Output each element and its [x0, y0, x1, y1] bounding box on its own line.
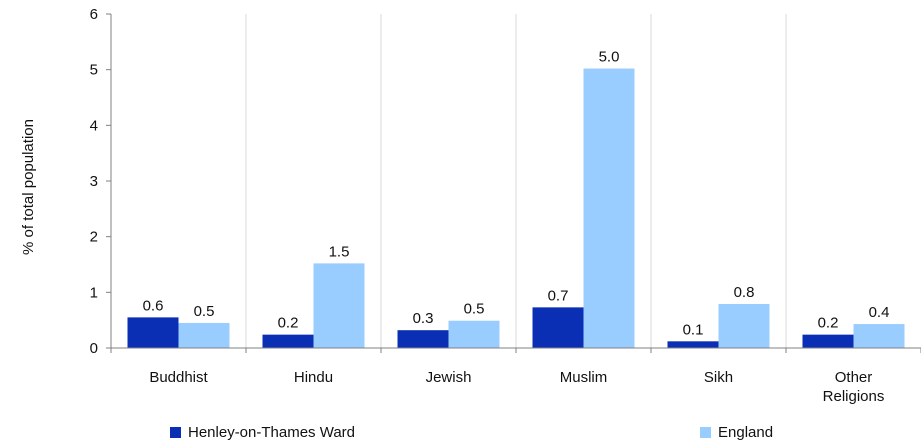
- bar-s1-1: [313, 263, 365, 348]
- category-label-0: Buddhist: [149, 369, 208, 386]
- category-label-4: Sikh: [704, 369, 733, 386]
- y-tick-label-6: 6: [90, 6, 98, 23]
- category-label-5-line-1: Religions: [823, 388, 885, 405]
- data-labels: 0.6 0.2 0.3 0.7 0.1 0.2 0.5 1.5 0.5 5.0 0.8 0.4: [143, 49, 890, 339]
- data-label-s0-3: 0.7: [548, 287, 569, 304]
- data-label-s0-5: 0.2: [818, 315, 839, 332]
- data-label-s0-1: 0.2: [278, 315, 299, 332]
- bar-s0-5: [802, 334, 854, 348]
- bar-s0-0: [127, 317, 179, 348]
- data-label-s1-0: 0.5: [194, 303, 215, 320]
- y-tick-label-5: 5: [90, 62, 98, 79]
- data-label-s1-5: 0.4: [869, 304, 890, 321]
- data-label-s0-2: 0.3: [413, 310, 434, 327]
- data-label-s1-4: 0.8: [734, 284, 755, 301]
- bar-s0-1: [262, 334, 314, 348]
- bar-s0-4: [667, 341, 719, 348]
- legend-label-henley: Henley-on-Thames Ward: [188, 424, 355, 441]
- category-label-1: Hindu: [294, 369, 333, 386]
- bar-chart: 0 1 2 3 4 5 6 Buddhist Hindu Jewish Muslim Sikh Oth…: [20, 6, 921, 405]
- y-tick-label-4: 4: [90, 117, 98, 134]
- y-tick-label-0: 0: [90, 340, 98, 357]
- y-tick-label-3: 3: [90, 173, 98, 190]
- legend-item-henley: Henley-on-Thames Ward: [170, 424, 355, 441]
- category-label-5: Other Religions: [823, 369, 885, 405]
- legend-swatch-england: [700, 427, 711, 438]
- x-axis-categories: Buddhist Hindu Jewish Muslim Sikh Other Religi…: [149, 369, 884, 405]
- y-tick-label-1: 1: [90, 284, 98, 301]
- bars: [127, 68, 905, 348]
- data-label-s1-2: 0.5: [464, 301, 485, 318]
- bar-s0-3: [532, 307, 584, 348]
- y-axis-ticks: 0 1 2 3 4 5 6: [90, 6, 111, 357]
- data-label-s0-4: 0.1: [683, 321, 704, 338]
- bar-s1-5: [853, 324, 905, 348]
- y-axis-label: % of total population: [20, 119, 37, 255]
- category-label-2: Jewish: [426, 369, 472, 386]
- legend-item-england: England: [700, 424, 773, 441]
- bar-s1-4: [718, 304, 770, 348]
- bar-s0-2: [397, 330, 449, 348]
- data-label-s0-0: 0.6: [143, 297, 164, 314]
- y-tick-label-2: 2: [90, 229, 98, 246]
- bar-s1-2: [448, 320, 500, 348]
- category-label-5-line-0: Other: [835, 369, 873, 386]
- category-label-3: Muslim: [560, 369, 608, 386]
- grid-lines: [245, 14, 787, 348]
- data-label-s1-1: 1.5: [329, 243, 350, 260]
- legend-swatch-henley: [170, 427, 181, 438]
- data-label-s1-3: 5.0: [599, 49, 620, 66]
- bar-s1-3: [583, 68, 635, 348]
- bar-s1-0: [178, 322, 230, 348]
- legend-label-england: England: [718, 424, 774, 441]
